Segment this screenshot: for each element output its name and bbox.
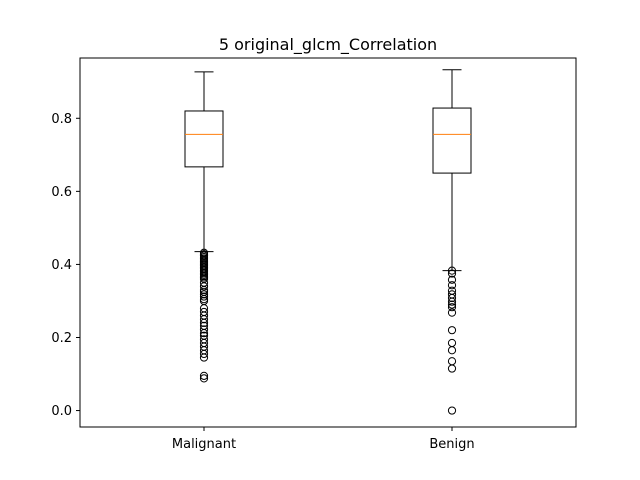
outlier-point: [447, 308, 457, 317]
outlier-point: [447, 326, 457, 335]
plot-area: 0.0 0.2 0.4 0.6 0.8 Malignant Benign: [51, 69, 475, 452]
outlier-point: [447, 293, 457, 303]
outlier-point: [199, 292, 209, 301]
iqr-box: [184, 110, 224, 168]
y-tick-label: 0.4: [51, 258, 72, 273]
y-tick-label: 0.6: [51, 185, 72, 200]
iqr-box: [432, 107, 472, 174]
outlier-point: [447, 338, 457, 348]
outlier-point: [199, 349, 209, 359]
outlier-point: [447, 406, 457, 415]
outlier-point: [199, 374, 209, 383]
outlier-point: [447, 300, 457, 309]
outlier-point: [447, 266, 457, 275]
outlier-point: [199, 282, 209, 291]
outlier-point: [199, 329, 209, 338]
outlier-point: [447, 303, 457, 312]
outlier-point: [447, 357, 457, 366]
outlier-point: [447, 346, 457, 355]
x-tick-label: Benign: [429, 437, 474, 452]
outlier-point: [447, 269, 457, 278]
outlier-point: [199, 371, 209, 380]
outlier-point: [447, 297, 457, 306]
x-tick-label: Malignant: [172, 437, 236, 452]
outlier-point: [447, 364, 457, 373]
outlier-point: [199, 290, 209, 299]
y-tick-label: 0.0: [51, 404, 72, 419]
y-tick-label: 0.8: [51, 112, 72, 127]
outlier-point: [447, 275, 457, 284]
axes-frame: [79, 57, 577, 428]
outlier-point: [199, 315, 209, 324]
y-tick-label: 0.2: [51, 331, 72, 346]
outlier-point: [199, 325, 209, 334]
outlier-point: [199, 353, 209, 362]
chart-title: 5 original_glcm_Correlation: [219, 35, 437, 55]
outlier-point: [447, 281, 457, 290]
outlier-point: [199, 318, 209, 327]
